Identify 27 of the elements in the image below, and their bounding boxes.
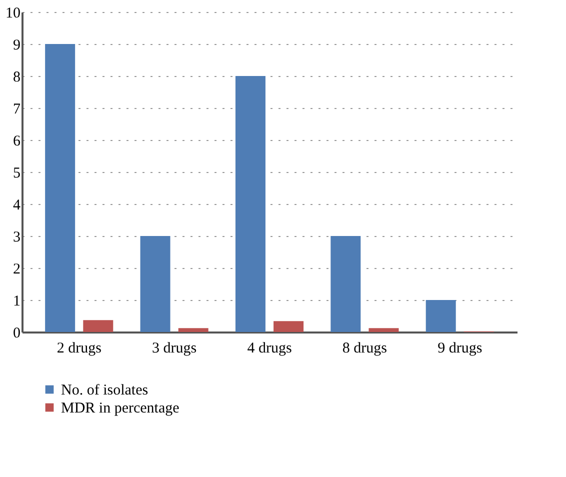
bar xyxy=(83,320,114,332)
bar xyxy=(330,236,361,332)
bar xyxy=(368,328,399,332)
legend-label: No. of isolates xyxy=(61,382,148,398)
x-tick-label: 3 drugs xyxy=(152,340,197,356)
x-tick-label: 2 drugs xyxy=(56,340,102,356)
x-tick-label: 8 drugs xyxy=(342,340,388,356)
y-tick-label: 1 xyxy=(13,294,20,310)
y-tick-label: 3 xyxy=(13,230,20,246)
bar xyxy=(140,236,170,332)
y-tick-label: 0 xyxy=(13,326,20,342)
bar xyxy=(235,76,266,332)
y-tick-label: 5 xyxy=(13,166,20,182)
bar xyxy=(274,321,304,332)
x-tick-label: 9 drugs xyxy=(438,340,482,356)
y-tick-label: 8 xyxy=(13,70,20,86)
y-tick-label: 7 xyxy=(13,102,21,118)
y-tick-label: 6 xyxy=(13,134,21,150)
y-tick-label: 2 xyxy=(13,262,20,278)
bar xyxy=(45,44,76,332)
legend-label: MDR in percentage xyxy=(61,400,180,416)
y-tick-label: 9 xyxy=(13,38,20,54)
x-tick-label: 4 drugs xyxy=(247,340,292,356)
y-tick-label: 4 xyxy=(13,198,21,214)
bar xyxy=(426,300,456,332)
y-tick-label: 10 xyxy=(6,6,20,22)
bar xyxy=(178,328,208,332)
